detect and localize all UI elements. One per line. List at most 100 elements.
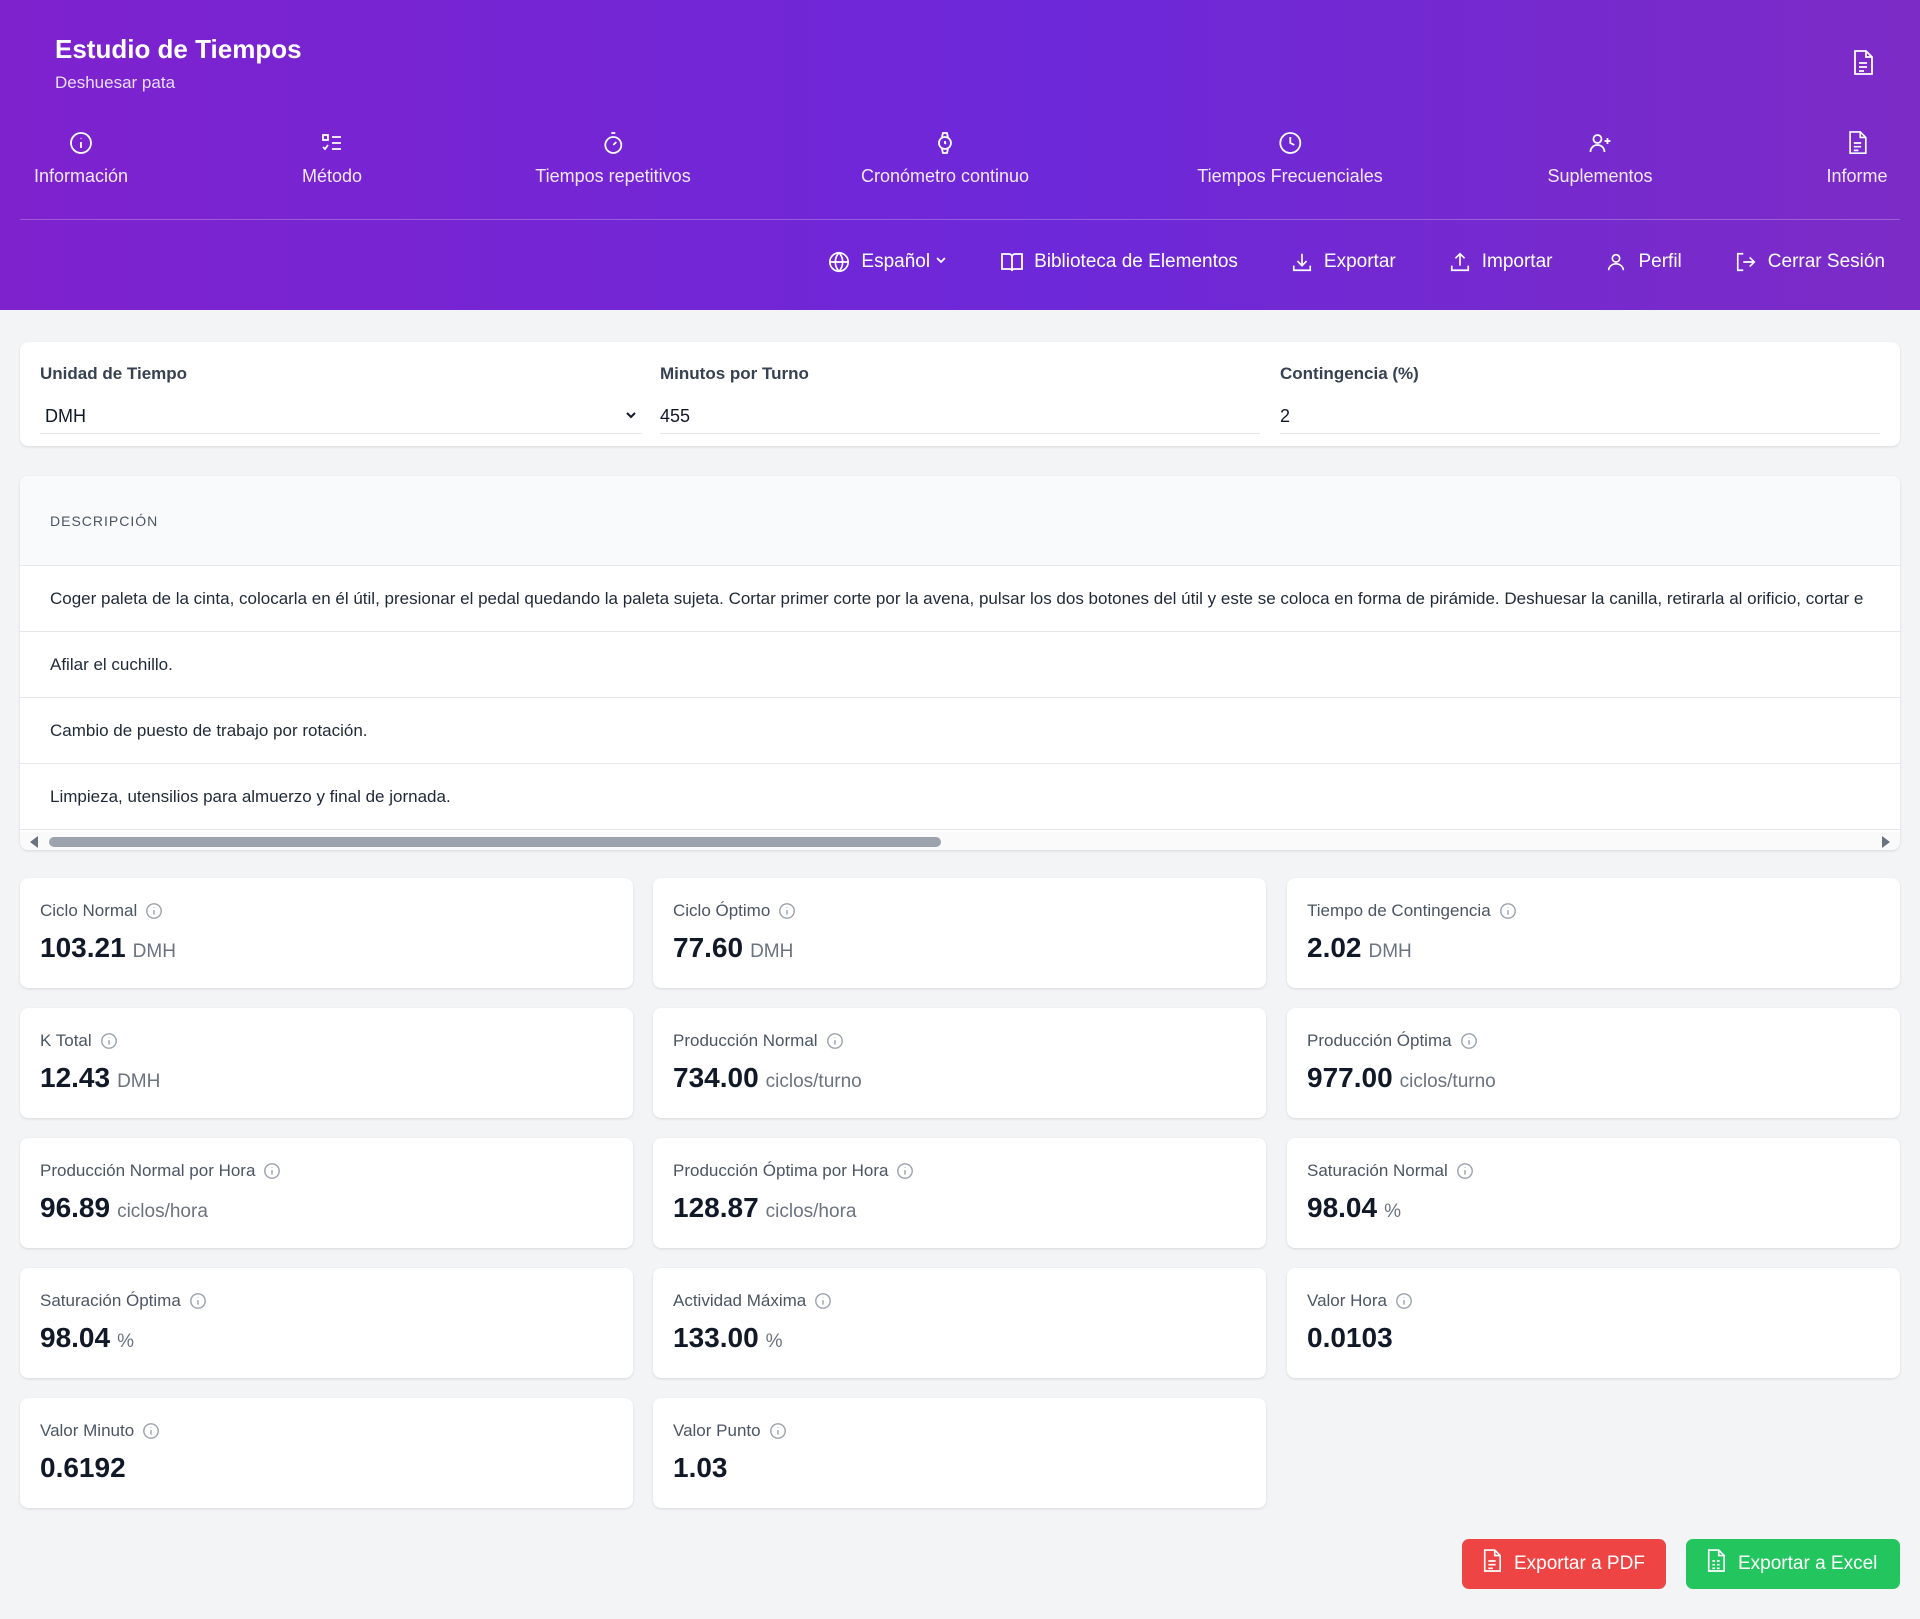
page-subtitle: Deshuesar pata [55, 73, 176, 92]
info-circle-icon[interactable] [1395, 1292, 1413, 1310]
table-row[interactable]: Afilar el cuchillo. [20, 632, 1900, 698]
toolbar: Español Biblioteca de Elementos Exportar… [827, 250, 1885, 274]
export-excel-label: Exportar a Excel [1738, 1553, 1878, 1574]
metric-label: Valor Punto [673, 1421, 761, 1440]
info-circle-icon [68, 130, 94, 156]
info-circle-icon[interactable] [189, 1292, 207, 1310]
info-circle-icon[interactable] [1499, 902, 1517, 920]
metric-label: Valor Minuto [40, 1421, 135, 1440]
tab-tiempos-frecuenciales[interactable]: Tiempos Frecuenciales [1197, 130, 1383, 187]
horizontal-scrollbar[interactable] [20, 832, 1900, 850]
profile-label: Perfil [1638, 251, 1682, 272]
tab-informe[interactable]: Informe [1826, 130, 1888, 187]
tab-tiempos-repetitivos[interactable]: Tiempos repetitivos [535, 130, 691, 187]
time-unit-label: Unidad de Tiempo [40, 364, 188, 383]
metric-card: Actividad Máxima 133.00% [653, 1268, 1266, 1378]
tab-metodo[interactable]: Método [302, 130, 362, 187]
import-label: Importar [1481, 251, 1553, 272]
metric-unit: DMH [132, 941, 176, 962]
metric-value: 133.00 [673, 1322, 759, 1353]
page-title: Estudio de Tiempos [55, 34, 302, 64]
metric-value: 977.00 [1307, 1062, 1393, 1093]
chevron-down-icon [624, 406, 638, 427]
metric-card: Producción Normal por Hora 96.89 ciclos/ho… [20, 1138, 633, 1248]
scroll-left-icon[interactable] [30, 836, 38, 848]
info-circle-icon[interactable] [145, 902, 163, 920]
metric-label: Producción Normal por Hora [40, 1161, 256, 1180]
export-button[interactable]: Exportar [1290, 250, 1396, 274]
import-button[interactable]: Importar [1448, 250, 1553, 274]
minutes-input[interactable]: 455 [660, 400, 1260, 434]
metric-card: Valor Minuto 0.6192 [20, 1398, 633, 1508]
profile-button[interactable]: Perfil [1604, 250, 1682, 274]
book-open-icon [1000, 250, 1024, 274]
document-icon [1844, 130, 1870, 156]
metric-value: 2.02 [1307, 932, 1362, 963]
logout-label: Cerrar Sesión [1767, 251, 1885, 272]
metric-card: Saturación Óptima 98.04% [20, 1268, 633, 1378]
metric-card: Producción Óptima por Hora 128.87 ciclos/h… [653, 1138, 1266, 1248]
library-label: Biblioteca de Elementos [1034, 251, 1238, 272]
metric-card: Saturación Normal 98.04% [1287, 1138, 1900, 1248]
export-excel-button[interactable]: Exportar a Excel [1686, 1539, 1900, 1589]
metric-unit: % [117, 1331, 134, 1352]
contingency-field: Contingencia (%) 2 [1280, 364, 1880, 434]
scroll-right-icon[interactable] [1882, 836, 1890, 848]
table-row[interactable]: Cambio de puesto de trabajo por rotación… [20, 698, 1900, 764]
metric-value: 0.6192 [40, 1452, 126, 1483]
globe-icon [827, 250, 851, 274]
download-icon [1290, 250, 1314, 274]
metric-value: 0.0103 [1307, 1322, 1393, 1353]
spreadsheet-icon [1706, 1549, 1726, 1579]
info-circle-icon[interactable] [1456, 1162, 1474, 1180]
metric-card: Valor Hora 0.0103 [1287, 1268, 1900, 1378]
app-header: Estudio de Tiempos Deshuesar pata Inform… [0, 0, 1920, 310]
checklist-icon [319, 130, 345, 156]
tab-informacion[interactable]: Información [34, 130, 128, 187]
metric-unit: ciclos/hora [117, 1201, 208, 1222]
info-circle-icon[interactable] [142, 1422, 160, 1440]
metric-card: Tiempo de Contingencia 2.02 DMH [1287, 878, 1900, 988]
metric-value: 77.60 [673, 932, 744, 963]
metric-unit: DMH [117, 1071, 161, 1092]
library-button[interactable]: Biblioteca de Elementos [1000, 250, 1238, 274]
info-circle-icon[interactable] [826, 1032, 844, 1050]
metric-value: 734.00 [673, 1062, 759, 1093]
info-circle-icon[interactable] [1460, 1032, 1478, 1050]
logout-button[interactable]: Cerrar Sesión [1734, 250, 1885, 274]
metric-label: Actividad Máxima [673, 1291, 807, 1310]
metric-unit: ciclos/hora [765, 1201, 857, 1222]
user-icon [1604, 250, 1628, 274]
time-unit-select[interactable]: DMH [40, 400, 642, 434]
watch-icon [932, 130, 958, 156]
metric-unit: % [1384, 1201, 1401, 1222]
info-circle-icon[interactable] [100, 1032, 118, 1050]
document-icon[interactable] [1848, 48, 1878, 78]
info-circle-icon[interactable] [896, 1162, 914, 1180]
metric-unit: % [765, 1331, 783, 1352]
table-row[interactable]: Coger paleta de la cinta, colocarla en é… [20, 566, 1900, 632]
scrollbar-thumb[interactable] [49, 837, 941, 847]
metric-label: K Total [40, 1031, 92, 1050]
info-circle-icon[interactable] [769, 1422, 787, 1440]
metric-label: Ciclo Óptimo [673, 901, 771, 920]
upload-icon [1448, 250, 1472, 274]
export-pdf-label: Exportar a PDF [1514, 1553, 1645, 1574]
tab-cronometro-continuo[interactable]: Cronómetro continuo [861, 130, 1029, 187]
contingency-input[interactable]: 2 [1280, 400, 1880, 434]
export-pdf-button[interactable]: Exportar a PDF [1462, 1539, 1666, 1589]
info-circle-icon[interactable] [814, 1292, 832, 1310]
metric-value: 128.87 [673, 1192, 759, 1223]
metric-label: Ciclo Normal [40, 901, 138, 920]
contingency-label: Contingencia (%) [1280, 364, 1419, 383]
language-selector[interactable]: Español [827, 250, 948, 274]
tab-suplementos[interactable]: Suplementos [1547, 130, 1653, 187]
info-circle-icon[interactable] [263, 1162, 281, 1180]
metric-card: Ciclo Normal 103.21 DMH [20, 878, 633, 988]
table-row[interactable]: Limpieza, utensilios para almuerzo y fin… [20, 764, 1900, 830]
description-header: DESCRIPCIÓN [20, 476, 1900, 566]
metric-value: 1.03 [673, 1452, 728, 1483]
metric-unit: ciclos/turno [765, 1071, 862, 1092]
info-circle-icon[interactable] [778, 902, 796, 920]
metric-card: Ciclo Óptimo 77.60 DMH [653, 878, 1266, 988]
